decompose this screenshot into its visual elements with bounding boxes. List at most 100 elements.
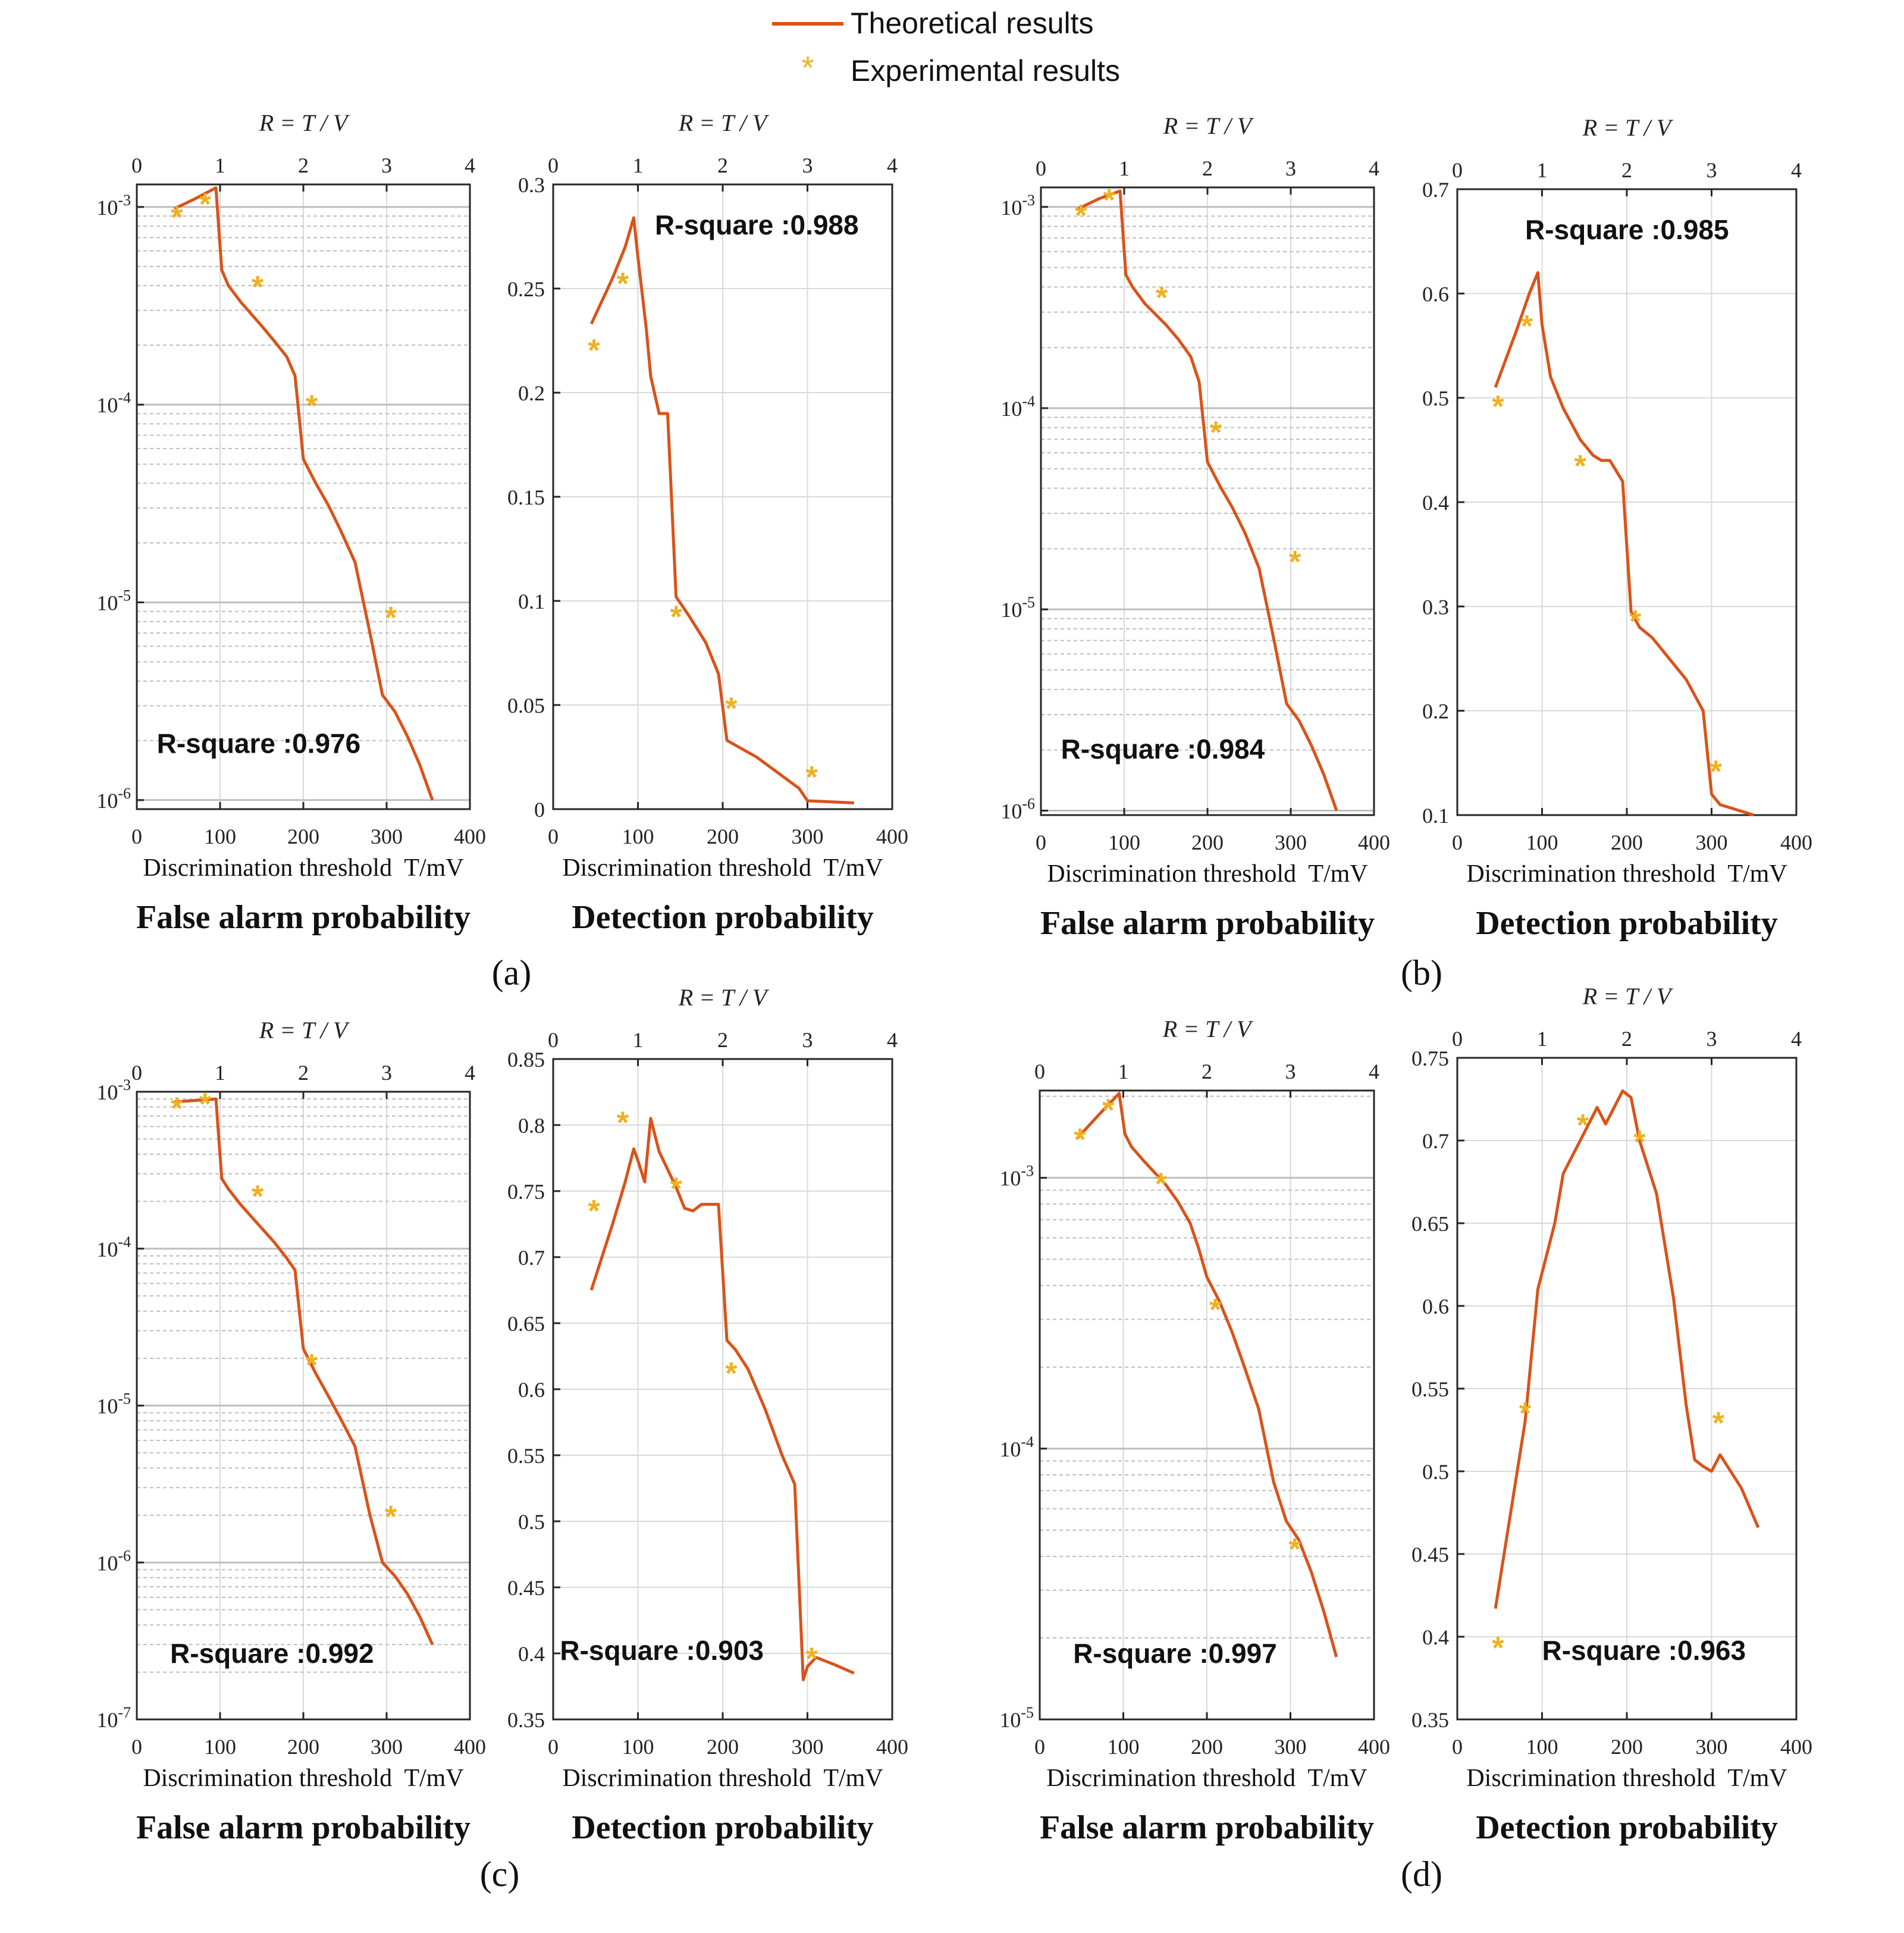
- x-tick-label: 0: [1452, 831, 1463, 854]
- legend: * Theoretical results Experimental resul…: [772, 7, 1120, 87]
- x-tick-label: 200: [1611, 1735, 1643, 1759]
- top-x-tick-label: 1: [215, 1061, 225, 1085]
- experiment-point: *: [252, 270, 264, 305]
- top-x-tick-label: 0: [131, 153, 142, 177]
- x-axis-label: Discrimination threshold T/mV: [562, 1765, 883, 1792]
- y-tick-label: 0.1: [1422, 804, 1449, 828]
- experiment-point: *: [1577, 1108, 1589, 1143]
- y-tick-label: 10-4: [1000, 393, 1035, 421]
- theory-line: [1494, 1089, 1760, 1609]
- chart-title: Detection probability: [572, 899, 874, 936]
- top-x-tick-label: 4: [1369, 1060, 1379, 1083]
- x-tick-label: 200: [707, 1735, 739, 1759]
- y-tick-label: 0.4: [1422, 1625, 1449, 1649]
- chart-1: 0 100 200 300 400 0 1 2 3 4 R = T / V 0 0.05 0.1 0.15 0…: [507, 109, 908, 936]
- x-tick-label: 400: [454, 825, 486, 848]
- chart-title: Detection probability: [572, 1809, 874, 1846]
- y-tick-label: 0.45: [1411, 1543, 1449, 1567]
- grid: [1040, 187, 1375, 815]
- theory-line: [1494, 271, 1755, 817]
- panel-label-d: (d): [1401, 1854, 1442, 1894]
- y-tick-label: 0.7: [1422, 1129, 1449, 1153]
- y-tick-label: 0.05: [507, 694, 545, 718]
- experiment-point: *: [199, 1088, 212, 1122]
- x-axis-label: Discrimination threshold T/mV: [143, 854, 463, 882]
- experiment-point: *: [588, 334, 600, 368]
- top-x-tick-label: 2: [717, 153, 728, 177]
- experiment-point: *: [1629, 604, 1642, 639]
- x-axis-label: Discrimination threshold T/mV: [1047, 860, 1367, 888]
- theory-line: [1077, 189, 1338, 812]
- experiment-point: *: [1155, 1167, 1168, 1202]
- chart-6: 0 100 200 300 400 0 1 2 3 4 R = T / V 10-5 10-4 10-3 D…: [999, 1016, 1390, 1846]
- y-tick-label: 0.1: [518, 590, 545, 613]
- experiment-point: *: [1209, 1293, 1222, 1327]
- y-tick-label: 10-4: [96, 389, 131, 417]
- grid: [1457, 1057, 1797, 1720]
- y-tick-label: 0.35: [507, 1708, 545, 1732]
- y-tick-label: 0.3: [1422, 595, 1449, 619]
- x-tick-label: 100: [204, 1735, 236, 1759]
- top-x-label: R = T / V: [1582, 114, 1674, 141]
- top-x-tick-label: 1: [1537, 1027, 1548, 1051]
- panel-label-a: (a): [492, 953, 532, 992]
- x-axis-label: Discrimination threshold T/mV: [1466, 1765, 1787, 1792]
- x-tick-label: 300: [1275, 1735, 1307, 1759]
- top-x-tick-label: 4: [465, 1061, 475, 1085]
- top-x-tick-label: 2: [1202, 156, 1213, 180]
- top-x-tick-label: 2: [1621, 158, 1632, 182]
- x-axis-label: Discrimination threshold T/mV: [1466, 860, 1787, 888]
- x-tick-label: 200: [1191, 831, 1224, 854]
- experiment-point: *: [806, 1642, 818, 1677]
- top-x-tick-label: 1: [633, 153, 644, 177]
- top-x-label: R = T / V: [1162, 1016, 1254, 1042]
- y-tick-label: 0.55: [507, 1444, 545, 1468]
- experiment-point: *: [1492, 390, 1504, 424]
- experiment-point: *: [588, 1194, 600, 1229]
- y-tick-label: 0.65: [1411, 1212, 1449, 1236]
- chart-title: False alarm probability: [1040, 905, 1375, 942]
- y-tick-label: 0.55: [1411, 1377, 1449, 1401]
- experiment-point: *: [1289, 545, 1301, 579]
- x-tick-label: 300: [1275, 831, 1307, 854]
- legend-theory-label: Theoretical results: [851, 7, 1094, 40]
- x-tick-label: 400: [1358, 1735, 1390, 1759]
- y-tick-label: 0.2: [1422, 700, 1449, 723]
- top-x-tick-label: 0: [1452, 158, 1463, 182]
- experiment-point: *: [306, 1348, 318, 1383]
- x-axis-label: Discrimination threshold T/mV: [1046, 1765, 1367, 1792]
- y-tick-label: 10-6: [96, 785, 131, 813]
- x-tick-label: 200: [1611, 831, 1643, 854]
- grid: [553, 1058, 893, 1720]
- experiment-point: *: [385, 1500, 397, 1534]
- x-tick-label: 300: [1696, 1735, 1728, 1759]
- x-tick-label: 400: [454, 1735, 486, 1759]
- legend-experiment-label: Experimental results: [851, 54, 1120, 87]
- y-tick-label: 0.75: [1411, 1047, 1449, 1070]
- y-tick-label: 10-3: [1000, 192, 1035, 220]
- experiment-point: *: [199, 187, 212, 222]
- y-tick-label: 10-3: [96, 192, 131, 220]
- y-tick-label: 10-5: [1000, 594, 1035, 622]
- x-tick-label: 300: [371, 1735, 403, 1759]
- experiment-point: *: [617, 267, 629, 302]
- top-x-tick-label: 1: [1118, 1060, 1129, 1083]
- panel-labels: (a) (b) (c) (d): [480, 953, 1442, 1894]
- theory-line: [174, 1097, 434, 1646]
- chart-5: 0 100 200 300 400 0 1 2 3 4 R = T / V 0.35 0.4 0.45 0.…: [507, 984, 908, 1846]
- top-x-tick-label: 0: [548, 1028, 559, 1052]
- x-tick-label: 100: [622, 825, 654, 848]
- y-tick-label: 0.6: [1422, 282, 1449, 306]
- top-x-label: R = T / V: [259, 1017, 350, 1044]
- y-tick-label: 0.4: [518, 1642, 545, 1666]
- y-tick-label: 10-3: [999, 1163, 1034, 1190]
- y-tick-label: 0.3: [518, 173, 545, 197]
- x-tick-label: 0: [1036, 831, 1046, 854]
- x-tick-label: 200: [287, 825, 319, 848]
- x-tick-label: 100: [1108, 831, 1140, 854]
- x-tick-label: 300: [792, 1735, 824, 1759]
- top-x-tick-label: 1: [1119, 156, 1130, 180]
- top-x-tick-label: 1: [215, 153, 225, 177]
- x-tick-label: 0: [1034, 1735, 1045, 1759]
